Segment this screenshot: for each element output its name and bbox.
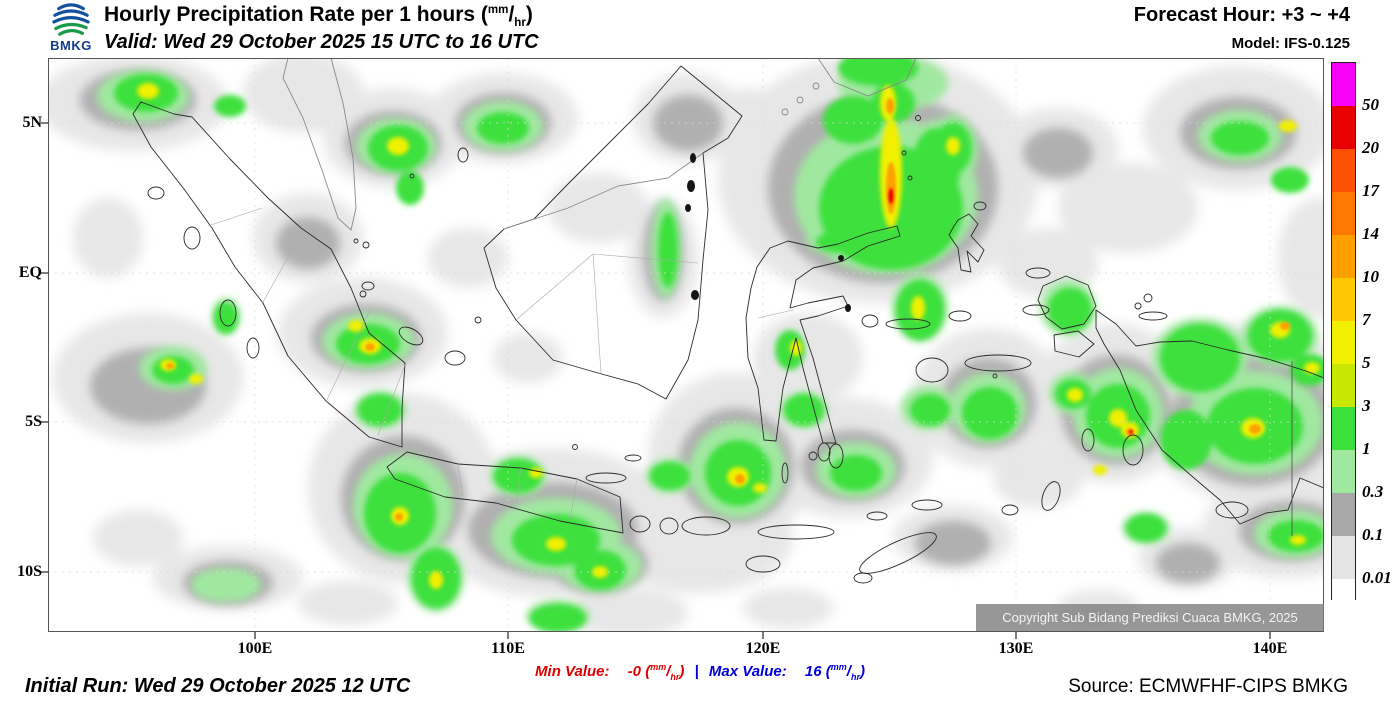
island-borneo [483, 65, 743, 400]
malay-peninsula [282, 58, 357, 231]
island-sulawesi [745, 225, 901, 444]
bmkg-logo: BMKG [44, 2, 98, 56]
min-unit-close: ) [679, 663, 685, 680]
min-unit: (mm/hr) [645, 662, 685, 682]
lat-label-10s: 10S [17, 563, 42, 580]
legend-swatch [1332, 493, 1355, 536]
max-unit-close: ) [859, 663, 865, 680]
legend-label: 3 [1362, 396, 1371, 415]
mindanao [817, 58, 917, 97]
legend-colorbar [1331, 62, 1356, 601]
title-unit-denominator: hr [514, 17, 526, 30]
initial-run-line: Initial Run: Wed 29 October 2025 12 UTC [25, 675, 411, 697]
lon-label-110e: 110E [491, 640, 525, 657]
legend-swatch [1332, 364, 1355, 407]
lon-label-100e: 100E [237, 640, 273, 657]
title-unit-slash: / [508, 3, 515, 26]
legend-swatch [1332, 579, 1355, 601]
max-unit: (mm/hr) [825, 662, 865, 682]
legend-swatch [1332, 149, 1355, 192]
rain-layer-orange [166, 98, 1290, 521]
forecast-hour: Forecast Hour: +3 ~ +4 [1133, 4, 1350, 26]
legend-label: 5 [1362, 353, 1371, 372]
title-unit-numerator: mm [487, 4, 509, 16]
legend-swatch [1332, 407, 1355, 450]
legend-swatch [1332, 278, 1355, 321]
title-close-paren: ) [525, 3, 533, 26]
island-java [386, 451, 624, 534]
min-unit-slash: / [666, 663, 671, 680]
minmax-separator: | [694, 663, 699, 680]
papua-bomberai [1053, 330, 1095, 358]
legend-swatch [1332, 536, 1355, 579]
legend-swatch [1332, 106, 1355, 149]
lat-label-eq: EQ [18, 264, 42, 281]
minmax-line: Min Value: -0 (mm/hr) | Max Value: 16 (m… [535, 662, 865, 682]
legend-label: 50 [1362, 95, 1379, 114]
bmkg-logo-icon [52, 3, 90, 36]
foreign-coastlines [282, 58, 917, 231]
legend-label: 17 [1362, 181, 1379, 200]
min-label: Min Value: [535, 663, 610, 680]
max-unit-open: ( [825, 663, 831, 680]
legend-label: 0.3 [1362, 482, 1384, 501]
legend-swatch [1332, 63, 1355, 106]
island-halmahera [948, 213, 985, 273]
precipitation-map [41, 58, 1324, 639]
legend-swatch [1332, 450, 1355, 493]
bmkg-logo-label: BMKG [50, 38, 92, 53]
legend-label: 1 [1362, 439, 1371, 458]
map-frame [48, 58, 1324, 632]
axis-ticks [41, 122, 1271, 639]
legend-label: 10 [1362, 267, 1379, 286]
model-name: Model: IFS-0.125 [1231, 35, 1350, 52]
legend-swatch [1332, 321, 1355, 364]
legend-label: 0.01 [1362, 568, 1392, 587]
coastlines [132, 65, 1324, 584]
min-unit-open: ( [645, 663, 651, 680]
title-text: Hourly Precipitation Rate per 1 hours ( [104, 3, 488, 26]
rain-layer-red [888, 188, 1133, 434]
lon-label-120e: 120E [745, 640, 781, 657]
lon-label-140e: 140E [1252, 640, 1288, 657]
max-value: 16 [804, 663, 822, 680]
min-unit-numerator: mm [650, 662, 667, 672]
source-line: Source: ECMWFHF-CIPS BMKG [1068, 676, 1348, 697]
max-unit-slash: / [846, 663, 851, 680]
max-unit-denominator: hr [850, 672, 860, 682]
legend-label: 14 [1362, 224, 1379, 243]
page-title: Hourly Precipitation Rate per 1 hours (m… [104, 3, 533, 29]
legend-swatch [1332, 235, 1355, 278]
lat-label-5s: 5S [25, 413, 42, 430]
dark-islets [685, 153, 851, 312]
legend-labels: 50 20 17 14 10 7 5 3 1 0.3 0.1 0.01 [1362, 62, 1400, 600]
province-borders [207, 207, 794, 520]
island-sumatra [132, 101, 406, 448]
legend-label: 20 [1362, 138, 1379, 157]
legend-swatch [1332, 192, 1355, 235]
legend-label: 7 [1362, 310, 1371, 329]
legend-label: 0.1 [1362, 525, 1384, 544]
graticule [48, 58, 1324, 632]
max-label: Max Value: [708, 663, 787, 680]
island-papua [1095, 309, 1324, 525]
max-unit-numerator: mm [830, 662, 847, 672]
copyright-overlay: Copyright Sub Bidang Prediksi Cuaca BMKG… [976, 604, 1324, 631]
min-value: -0 [627, 663, 642, 680]
lat-label-5n: 5N [22, 114, 42, 131]
valid-time-line: Valid: Wed 29 October 2025 15 UTC to 16 … [104, 31, 539, 53]
lon-label-130e: 130E [998, 640, 1034, 657]
min-unit-denominator: hr [670, 672, 680, 682]
